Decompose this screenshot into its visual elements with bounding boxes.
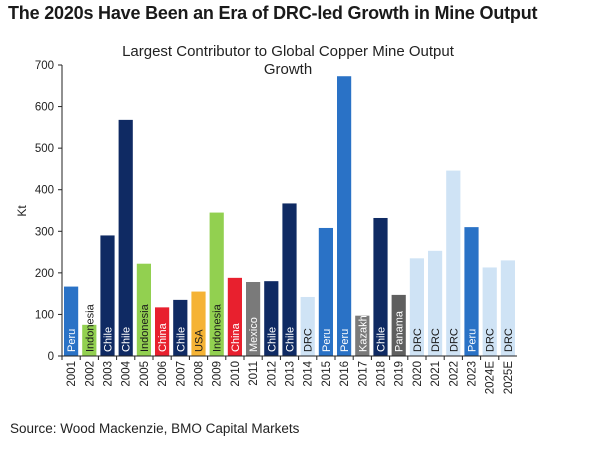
page-headline: The 2020s Have Been an Era of DRC-led Gr… xyxy=(8,3,538,23)
bar-label-2001: Peru xyxy=(66,329,78,352)
bar-2008 xyxy=(191,291,206,356)
bar-2024e xyxy=(482,267,497,356)
bar-label-2006: China xyxy=(157,322,169,352)
x-tick-label-2007: 2007 xyxy=(175,361,187,387)
bar-label-2002: Indonesia xyxy=(84,303,96,352)
bar-label-2022: DRC xyxy=(448,328,460,352)
bar-label-2020: DRC xyxy=(412,328,424,352)
bar-2021 xyxy=(428,250,443,356)
bar-label-2019: Panama xyxy=(394,310,406,352)
bar-2022 xyxy=(446,170,461,356)
bar-label-2009: Indonesia xyxy=(212,303,224,352)
bar-labels-group: Peru Indonesia Chile Chile Indonesia China Chi… xyxy=(66,295,515,352)
x-tick-label-2016: 2016 xyxy=(339,361,351,387)
x-tick-label-2012: 2012 xyxy=(266,361,278,387)
bar-2023 xyxy=(464,227,479,356)
bar-2010 xyxy=(227,277,242,356)
x-tick-label-2006: 2006 xyxy=(157,361,169,387)
x-tick-label-2014: 2014 xyxy=(303,360,315,386)
bar-2004 xyxy=(118,119,133,356)
y-tick-label: 300 xyxy=(35,226,54,238)
x-tick-label-2019: 2019 xyxy=(394,361,406,387)
bar-2009 xyxy=(209,212,224,356)
bar-2018 xyxy=(373,217,388,356)
x-tick-label-2017: 2017 xyxy=(357,361,369,387)
bar-2013 xyxy=(282,203,297,356)
bar-2012 xyxy=(264,281,279,356)
x-tick-label-2003: 2003 xyxy=(103,361,115,387)
bar-label-2003: Chile xyxy=(103,327,115,352)
bar-label-2025e: DRC xyxy=(503,328,515,352)
y-tick-label: 500 xyxy=(35,143,54,155)
x-tick-label-2023: 2023 xyxy=(467,361,479,387)
x-tick-label-2004: 2004 xyxy=(121,360,133,386)
y-axis-ticks: 0 100 200 300 400 500 600 700 xyxy=(35,60,62,363)
bar-2001 xyxy=(64,286,79,356)
bar-label-2021: DRC xyxy=(430,328,442,352)
bar-label-2024e: DRC xyxy=(485,328,497,352)
bars-group xyxy=(64,76,515,356)
bar-2025e xyxy=(500,260,515,356)
x-tick-label-2020: 2020 xyxy=(412,361,424,387)
x-tick-label-2008: 2008 xyxy=(194,361,206,387)
bar-2015 xyxy=(318,227,333,356)
bar-2019 xyxy=(391,294,406,356)
source-note: Source: Wood Mackenzie, BMO Capital Mark… xyxy=(10,421,300,436)
bar-2014 xyxy=(300,296,315,356)
bar-2020 xyxy=(409,258,424,356)
bar-2002 xyxy=(82,324,97,356)
bar-2016 xyxy=(337,76,352,356)
y-tick-label: 100 xyxy=(35,309,54,321)
x-tick-label-2015: 2015 xyxy=(321,361,333,387)
x-tick-label-2005: 2005 xyxy=(139,361,151,387)
bar-2006 xyxy=(155,307,170,356)
x-tick-label-2009: 2009 xyxy=(212,361,224,387)
chart-title-line-2: Growth xyxy=(264,61,312,78)
chart-title-line-1: Largest Contributor to Global Copper Min… xyxy=(122,43,455,60)
y-axis-label: Kt xyxy=(15,205,29,217)
y-tick-label: 400 xyxy=(35,185,54,197)
bar-label-2010: China xyxy=(230,322,242,352)
x-tick-label-2001: 2001 xyxy=(66,361,78,387)
x-tick-label-2018: 2018 xyxy=(376,361,388,387)
bar-label-2005: Indonesia xyxy=(139,303,151,352)
bar-label-2016: Peru xyxy=(339,329,351,352)
bar-2003 xyxy=(100,235,115,356)
bar-2017 xyxy=(355,315,370,356)
bar-2005 xyxy=(136,263,151,356)
bar-label-2014: DRC xyxy=(303,328,315,352)
bar-label-2023: Peru xyxy=(467,329,479,352)
bar-label-2013: Chile xyxy=(285,327,297,352)
x-tick-label-2011: 2011 xyxy=(248,361,260,386)
x-tick-label-2022: 2022 xyxy=(448,361,460,387)
y-tick-label: 700 xyxy=(35,60,54,72)
x-axis-ticks: 2001 2002 2003 2004 2005 2006 2007 2008 2009 2010… xyxy=(61,356,515,395)
x-tick-label-2021: 2021 xyxy=(430,361,442,387)
x-tick-label-2024e: 2024E xyxy=(485,361,497,395)
bar-label-2004: Chile xyxy=(121,327,133,352)
y-tick-label: 600 xyxy=(35,102,54,114)
y-tick-label: 200 xyxy=(35,268,54,280)
bar-label-2018: Chile xyxy=(376,327,388,352)
bar-label-2011: Mexico xyxy=(248,317,260,352)
bar-2007 xyxy=(173,299,188,356)
x-tick-label-2010: 2010 xyxy=(230,361,242,387)
x-tick-label-2002: 2002 xyxy=(84,361,96,387)
bar-label-2008: USA xyxy=(194,329,206,352)
x-tick-label-2025e: 2025E xyxy=(503,361,515,395)
x-tick-label-2013: 2013 xyxy=(285,361,297,387)
bar-label-2012: Chile xyxy=(266,327,278,352)
bar-2011 xyxy=(246,282,261,356)
y-tick-label: 0 xyxy=(48,351,54,363)
bar-label-2017: Kazakhstan xyxy=(357,295,369,352)
bar-label-2007: Chile xyxy=(175,327,187,352)
bar-label-2015: Peru xyxy=(321,329,333,352)
